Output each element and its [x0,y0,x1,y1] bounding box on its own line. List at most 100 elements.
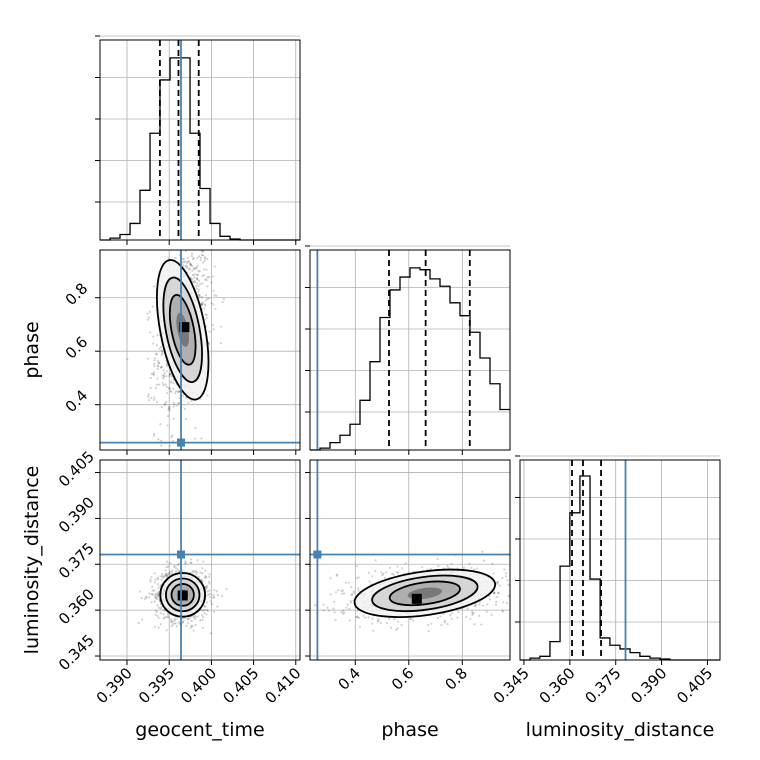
scatter-point [157,359,160,362]
scatter-point [221,301,224,304]
scatter-point [356,609,359,612]
scatter-point [355,616,358,619]
scatter-point [206,584,209,587]
scatter-point [172,439,175,443]
scatter-point [196,278,199,281]
scatter-point [196,615,199,618]
x-tick-label: 0.395 [135,664,178,707]
scatter-point [203,256,207,259]
scatter-point [165,566,168,569]
scatter-point [192,629,195,632]
scatter-point [212,303,215,306]
scatter-point [157,593,160,596]
scatter-point [152,373,155,376]
scatter-point [164,400,168,404]
scatter-point [206,394,209,397]
panel-frame [99,249,301,451]
scatter-point [531,582,533,584]
scatter-point [171,620,175,623]
scatter-point [326,606,329,609]
scatter-point [195,276,199,280]
scatter-point [196,273,200,277]
scatter-point [190,255,194,258]
scatter-point [371,622,374,625]
scatter-point [357,589,360,592]
scatter-point [197,269,200,273]
scatter-point [358,625,362,628]
scatter-point [421,565,424,569]
scatter-point [493,591,496,594]
scatter-point [205,613,208,616]
scatter-point [222,298,225,301]
scatter-point [200,613,204,617]
scatter-point [205,316,208,319]
scatter-point [447,566,450,570]
scatter-point [204,587,208,590]
scatter-point [197,288,200,291]
scatter-point [345,606,348,609]
scatter-point [194,624,197,627]
scatter-point [385,622,389,625]
scatter-point [176,564,179,567]
scatter-point [501,610,505,613]
scatter-point [194,615,197,618]
scatter-point [475,567,479,570]
scatter-point [215,590,219,593]
scatter-point [157,626,160,629]
scatter-point [150,372,153,375]
scatter-point [178,390,181,393]
scatter-point [148,310,151,313]
scatter-point [355,615,358,618]
scatter-point [168,570,171,573]
scatter-point [334,591,338,594]
scatter-point [208,589,211,592]
scatter-point [208,595,212,599]
scatter-point [166,573,169,576]
scatter-point [149,386,152,390]
scatter-point [163,616,166,619]
scatter-point [160,605,163,609]
scatter-point [340,611,343,614]
scatter-point [171,623,174,626]
scatter-point [199,256,202,259]
scatter-point [174,570,178,573]
scatter-point [182,620,185,623]
scatter-point [174,622,177,625]
scatter-point [395,570,399,574]
scatter-point [166,574,169,578]
scatter-point [201,301,204,304]
scatter-point [400,623,403,627]
panel-frame [309,459,511,661]
y-tick-label: 0.4 [62,386,92,416]
scatter-point [357,616,361,619]
scatter-point [153,359,156,362]
scatter-point [171,434,174,437]
scatter-point [167,616,170,619]
scatter-point [152,434,156,437]
scatter-point [501,609,504,612]
scatter-point [167,257,170,260]
scatter-point [212,596,215,600]
scatter-point [201,254,204,257]
scatter-point [190,277,193,280]
scatter-point [480,623,483,626]
panel-frame [519,459,721,661]
scatter-point [153,364,156,368]
scatter-point [367,616,370,619]
x-tick-label: 0.390 [93,664,136,707]
scatter-point [206,610,209,613]
scatter-point [176,568,180,571]
scatter-point [336,573,339,576]
scatter-point [172,382,175,385]
scatter-point [200,303,204,306]
scatter-point [186,261,189,264]
scatter-point [153,589,156,592]
scatter-point [379,621,382,624]
scatter-point [155,352,158,356]
density-peak [177,590,188,601]
scatter-point [156,576,159,579]
y-tick-label: 0.405 [55,447,98,490]
scatter-point [195,287,198,290]
hist-panel-geocent-time [95,35,301,245]
